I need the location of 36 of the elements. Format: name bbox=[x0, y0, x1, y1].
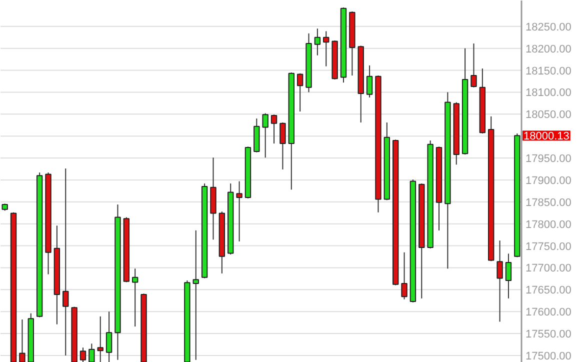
candlestick bbox=[314, 28, 321, 56]
y-tick-label: 18050.00 bbox=[526, 109, 572, 122]
candlestick bbox=[296, 72, 304, 112]
candlestick bbox=[19, 319, 26, 362]
text: 18000.13 bbox=[524, 130, 570, 143]
y-tick-label: 17650.00 bbox=[526, 284, 572, 297]
y-tick-label: 17800.00 bbox=[526, 218, 572, 231]
y-tick-label: 18250.00 bbox=[526, 21, 572, 34]
y-tick-label: 17950.00 bbox=[526, 153, 572, 166]
candlestick bbox=[470, 43, 477, 88]
candlestick bbox=[106, 311, 112, 362]
candlestick bbox=[62, 168, 69, 356]
y-tick-label: 18100.00 bbox=[526, 87, 572, 100]
y-tick-label: 18150.00 bbox=[526, 65, 572, 78]
candlestick bbox=[505, 253, 512, 299]
y-tick-label: 17600.00 bbox=[526, 306, 572, 319]
y-tick-label: 18200.00 bbox=[526, 43, 572, 56]
candlestick bbox=[401, 252, 408, 300]
candlestick bbox=[262, 112, 268, 158]
candlestick bbox=[366, 64, 373, 98]
y-tick-label: 17900.00 bbox=[526, 174, 572, 187]
y-tick-label: 17750.00 bbox=[526, 240, 572, 253]
candlestick bbox=[280, 122, 286, 170]
candlestick bbox=[88, 343, 95, 362]
candlestick bbox=[80, 347, 86, 362]
candlestick bbox=[132, 268, 138, 328]
y-tick-label: 17700.00 bbox=[526, 262, 572, 275]
candlestick bbox=[97, 316, 104, 362]
candlestick bbox=[192, 230, 199, 360]
candlestick bbox=[270, 114, 278, 144]
candlestick bbox=[236, 180, 242, 242]
y-tick-label: 17550.00 bbox=[526, 328, 572, 341]
y-tick-label: 17500.00 bbox=[526, 350, 572, 362]
candlestick bbox=[323, 30, 330, 67]
y-tick-label: 17850.00 bbox=[526, 196, 572, 209]
candlestick bbox=[496, 240, 503, 322]
